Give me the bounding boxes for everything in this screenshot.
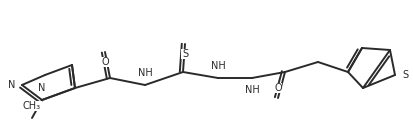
Text: S: S bbox=[401, 70, 407, 80]
Text: S: S bbox=[181, 49, 188, 59]
Text: CH₃: CH₃ bbox=[23, 101, 41, 111]
Text: NH: NH bbox=[210, 61, 225, 71]
Text: N: N bbox=[38, 83, 45, 93]
Text: N: N bbox=[8, 80, 16, 90]
Text: O: O bbox=[101, 57, 109, 67]
Text: NH: NH bbox=[244, 85, 259, 95]
Text: NH: NH bbox=[137, 68, 152, 78]
Text: O: O bbox=[273, 83, 281, 93]
